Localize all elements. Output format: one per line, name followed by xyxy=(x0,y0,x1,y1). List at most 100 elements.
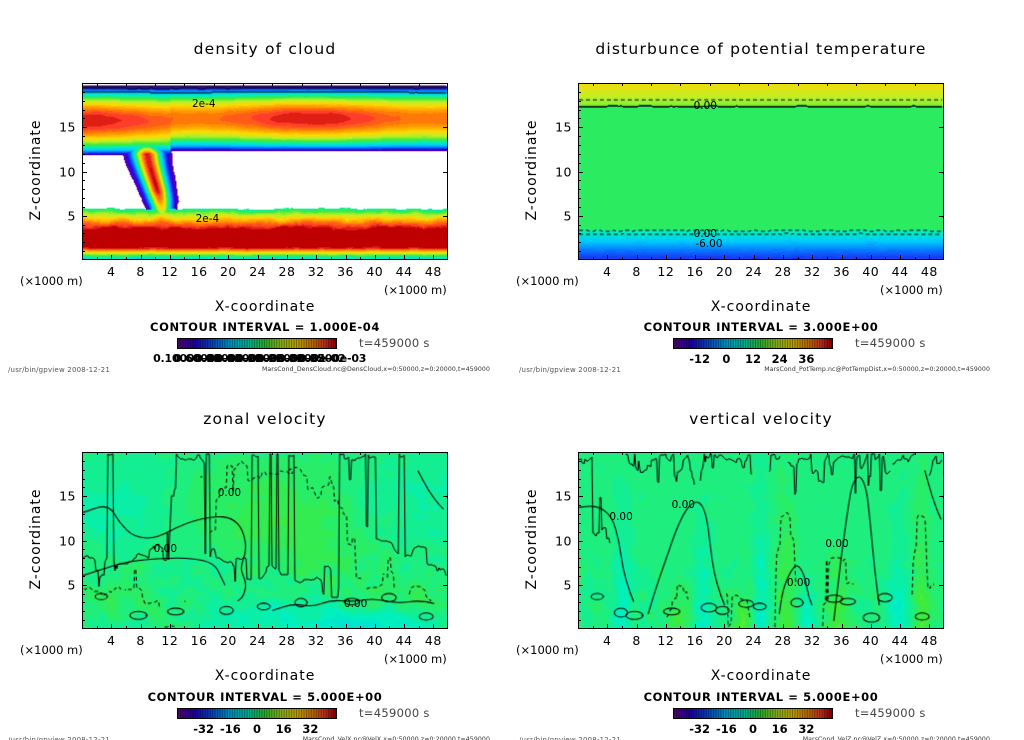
x-tick-label-zonal-velocity-32: 32 xyxy=(307,633,325,648)
x-tick-label-density-of-cloud-8: 8 xyxy=(136,264,145,279)
colorbar-tick-label-vertical-velocity-3: 16 xyxy=(771,722,788,736)
x-tick-label-density-of-cloud-20: 20 xyxy=(219,264,237,279)
y-tick-label-disturbunce-of-potential-temperature-15: 15 xyxy=(555,119,572,135)
colorbar-vertical-velocity[interactable] xyxy=(673,708,833,719)
y-tick-label-disturbunce-of-potential-temperature-10: 10 xyxy=(555,164,572,179)
x-tick-label-disturbunce-of-potential-temperature-12: 12 xyxy=(657,264,675,279)
x-tick-label-vertical-velocity-48: 48 xyxy=(920,633,938,648)
x-unit-left-vertical-velocity: (×1000 m) xyxy=(516,643,579,657)
y-tick-label-zonal-velocity-5: 5 xyxy=(67,577,76,593)
contour-interval-label-disturbunce-of-potential-temperature: CONTOUR INTERVAL = 3.000E+00 xyxy=(643,320,879,334)
y-tick-label-density-of-cloud-5: 5 xyxy=(67,208,76,224)
x-tick-label-disturbunce-of-potential-temperature-8: 8 xyxy=(632,264,641,279)
y-tick-label-disturbunce-of-potential-temperature-5: 5 xyxy=(563,208,572,224)
x-tick-label-density-of-cloud-28: 28 xyxy=(278,264,296,279)
colorbar-zonal-velocity[interactable] xyxy=(177,708,337,719)
colorbar-canvas-vertical-velocity xyxy=(674,709,832,718)
colorbar-tick-label-density-of-cloud-6: 0.3000e-02 xyxy=(277,352,346,365)
x-tick-label-vertical-velocity-12: 12 xyxy=(657,633,675,648)
y-tick-label-density-of-cloud-10: 10 xyxy=(59,164,76,179)
colorbar-tick-label-density-of-cloud-1: 0.6000e-03 xyxy=(173,352,242,365)
contour-interval-label-zonal-velocity: CONTOUR INTERVAL = 5.000E+00 xyxy=(147,690,383,704)
x-tick-label-disturbunce-of-potential-temperature-44: 44 xyxy=(891,264,909,279)
contour-fill-zonal-velocity xyxy=(83,453,447,628)
contour-interval-label-vertical-velocity: CONTOUR INTERVAL = 5.000E+00 xyxy=(643,690,879,704)
x-tick-label-disturbunce-of-potential-temperature-40: 40 xyxy=(862,264,880,279)
y-axis-title-vertical-velocity: Z-coordinate xyxy=(524,487,540,590)
contour-fill-disturbunce-of-potential-temperature xyxy=(579,84,943,259)
footer-path-density-of-cloud: /usr/bin/gpview 2008-12-21 xyxy=(8,366,110,374)
x-tick-label-zonal-velocity-4: 4 xyxy=(107,633,116,648)
x-tick-label-density-of-cloud-44: 44 xyxy=(395,264,413,279)
x-tick-label-disturbunce-of-potential-temperature-16: 16 xyxy=(686,264,704,279)
colorbar-tick-label-density-of-cloud-4: 0.2000e-02 xyxy=(236,352,304,365)
x-unit-left-disturbunce-of-potential-temperature: (×1000 m) xyxy=(516,274,579,288)
colorbar-tick-label-disturbunce-of-potential-temperature-4: 36 xyxy=(798,352,815,366)
x-tick-label-density-of-cloud-36: 36 xyxy=(337,264,354,279)
contour-canvas-density-of-cloud xyxy=(83,84,447,259)
y-tick-label-zonal-velocity-10: 10 xyxy=(59,533,76,548)
y-tick-label-density-of-cloud-15: 15 xyxy=(59,119,76,135)
x-tick-label-disturbunce-of-potential-temperature-28: 28 xyxy=(774,264,792,279)
x-tick-label-zonal-velocity-40: 40 xyxy=(366,633,384,648)
x-unit-right-disturbunce-of-potential-temperature: (×1000 m) xyxy=(880,283,943,297)
time-label-zonal-velocity: t=459000 s xyxy=(359,706,430,720)
caption-zonal-velocity: MarsCond_VelX.nc@VelX,x=0:50000,z=0:2000… xyxy=(302,736,490,740)
time-label-vertical-velocity: t=459000 s xyxy=(855,706,926,720)
colorbar-tick-label-disturbunce-of-potential-temperature-0: -12 xyxy=(689,352,711,366)
x-tick-label-zonal-velocity-16: 16 xyxy=(190,633,208,648)
x-tick-label-vertical-velocity-24: 24 xyxy=(745,633,763,648)
x-tick-label-zonal-velocity-44: 44 xyxy=(395,633,413,648)
colorbar-canvas-zonal-velocity xyxy=(178,709,336,718)
y-axis-title-density-of-cloud: Z-coordinate xyxy=(28,118,44,221)
colorbar-tick-label-density-of-cloud-3: 0.1600e-02 xyxy=(215,352,284,365)
x-unit-right-vertical-velocity: (×1000 m) xyxy=(880,652,943,666)
plot-area-disturbunce-of-potential-temperature[interactable]: 0.00 0.00 -6.00 xyxy=(578,83,944,260)
x-tick-label-density-of-cloud-4: 4 xyxy=(107,264,116,279)
colorbar-density-of-cloud[interactable] xyxy=(177,338,337,349)
x-tick-label-vertical-velocity-8: 8 xyxy=(632,633,641,648)
contour-fill-density-of-cloud xyxy=(83,84,447,259)
x-tick-label-vertical-velocity-36: 36 xyxy=(833,633,850,648)
x-tick-label-zonal-velocity-20: 20 xyxy=(219,633,237,648)
colorbar-tick-label-density-of-cloud-5: 0.2600e-02 xyxy=(256,352,325,365)
colorbar-tick-label-vertical-velocity-0: -32 xyxy=(689,722,711,736)
footer-path-vertical-velocity: /usr/bin/gpview 2008-12-21 xyxy=(519,736,621,740)
x-tick-label-zonal-velocity-24: 24 xyxy=(249,633,267,648)
x-tick-label-vertical-velocity-40: 40 xyxy=(862,633,880,648)
colorbar-tick-label-zonal-velocity-4: 32 xyxy=(302,722,319,736)
x-axis-title-disturbunce-of-potential-temperature: X-coordinate xyxy=(710,299,812,315)
plot-area-zonal-velocity[interactable]: 0.00 0.00 0.00 xyxy=(82,452,448,629)
contour-canvas-vertical-velocity xyxy=(579,453,943,628)
x-tick-label-density-of-cloud-16: 16 xyxy=(190,264,208,279)
y-axis-title-zonal-velocity: Z-coordinate xyxy=(28,487,44,590)
colorbar-disturbunce-of-potential-temperature[interactable] xyxy=(673,338,833,349)
x-axis-title-vertical-velocity: X-coordinate xyxy=(710,668,812,684)
x-tick-label-density-of-cloud-32: 32 xyxy=(307,264,325,279)
colorbar-tick-label-vertical-velocity-1: -16 xyxy=(715,722,737,736)
colorbar-tick-label-disturbunce-of-potential-temperature-2: 12 xyxy=(744,352,762,366)
x-unit-left-density-of-cloud: (×1000 m) xyxy=(20,274,83,288)
colorbar-tick-label-zonal-velocity-2: 0 xyxy=(252,722,262,736)
x-tick-label-disturbunce-of-potential-temperature-48: 48 xyxy=(920,264,938,279)
x-tick-label-vertical-velocity-20: 20 xyxy=(715,633,733,648)
x-tick-label-zonal-velocity-12: 12 xyxy=(161,633,179,648)
contour-canvas-zonal-velocity xyxy=(83,453,447,628)
colorbar-tick-label-density-of-cloud-7: 0.3500e-03 xyxy=(298,352,367,365)
x-tick-label-vertical-velocity-44: 44 xyxy=(891,633,909,648)
plot-area-vertical-velocity[interactable]: 0.00 0.00 0.00 0.00 xyxy=(578,452,944,629)
y-tick-label-zonal-velocity-15: 15 xyxy=(59,488,76,504)
x-tick-label-density-of-cloud-24: 24 xyxy=(249,264,267,279)
contour-canvas-disturbunce-of-potential-temperature xyxy=(579,84,943,259)
x-tick-label-disturbunce-of-potential-temperature-4: 4 xyxy=(603,264,612,279)
panel-title-zonal-velocity: zonal velocity xyxy=(203,410,327,428)
caption-density-of-cloud: MarsCond_DensCloud.nc@DensCloud,x=0:5000… xyxy=(261,366,490,373)
footer-path-zonal-velocity: /usr/bin/gpview 2008-12-21 xyxy=(8,736,110,740)
x-tick-label-vertical-velocity-28: 28 xyxy=(774,633,792,648)
plot-area-density-of-cloud[interactable]: 2e-4 2e-4 xyxy=(82,83,448,260)
colorbar-tick-label-disturbunce-of-potential-temperature-1: 0 xyxy=(722,352,731,366)
x-tick-label-vertical-velocity-4: 4 xyxy=(603,633,612,648)
colorbar-canvas-density-of-cloud xyxy=(178,339,336,348)
colorbar-tick-label-disturbunce-of-potential-temperature-3: 24 xyxy=(771,352,788,366)
